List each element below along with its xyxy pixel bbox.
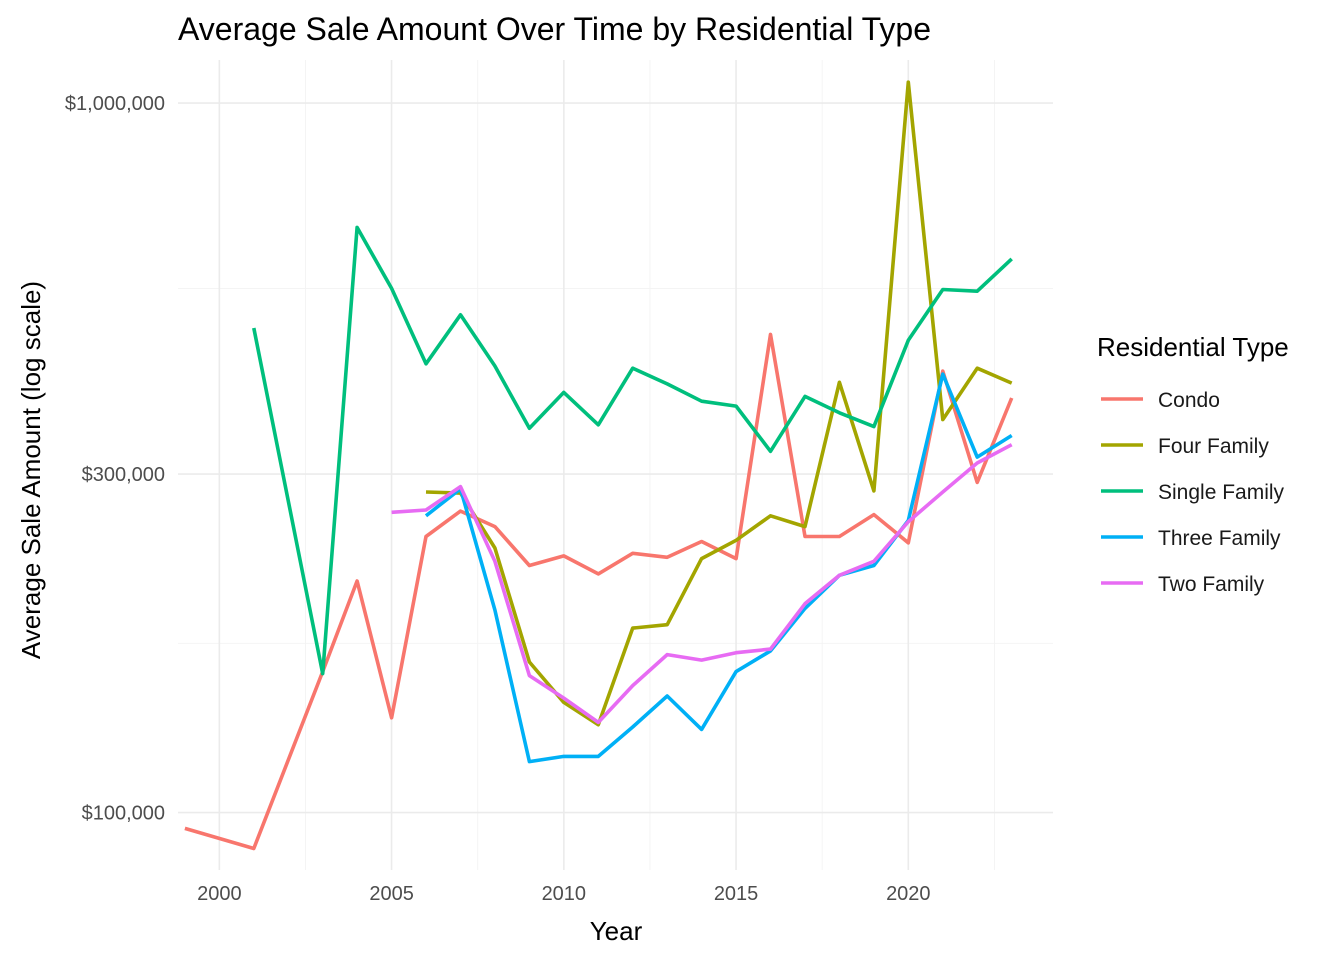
- legend-label-condo: Condo: [1158, 389, 1220, 412]
- chart-title: Average Sale Amount Over Time by Residen…: [178, 11, 931, 47]
- x-tick-label: 2010: [542, 883, 587, 905]
- series-line-four-family: [425, 80, 1013, 727]
- y-tick-label: $1,000,000: [65, 93, 165, 115]
- legend-title: Residential Type: [1097, 332, 1289, 362]
- series-line-single-family: [252, 225, 1013, 676]
- legend-label-four-family: Four Family: [1158, 435, 1269, 458]
- x-axis-ticks: 2000 2005 2010 2015 2020: [197, 883, 930, 905]
- y-tick-label: $300,000: [82, 464, 165, 486]
- x-axis-title: Year: [590, 916, 643, 946]
- legend-label-three-family: Three Family: [1158, 527, 1281, 550]
- x-tick-label: 2000: [197, 883, 242, 905]
- legend-label-two-family: Two Family: [1158, 573, 1265, 596]
- legend-label-single-family: Single Family: [1158, 481, 1285, 504]
- y-axis-title: Average Sale Amount (log scale): [16, 281, 46, 659]
- x-tick-label: 2005: [369, 883, 414, 905]
- x-tick-label: 2015: [714, 883, 759, 905]
- series-line-two-family: [391, 443, 1013, 725]
- series-line-condo: [184, 332, 1014, 851]
- y-axis-ticks: $100,000 $300,000 $1,000,000: [65, 93, 165, 825]
- legend: Residential Type Condo Four Family Single …: [1097, 332, 1289, 596]
- x-tick-label: 2020: [886, 883, 931, 905]
- series-lines: [184, 80, 1014, 851]
- legend-items: Condo Four Family Single Family Three Famil…: [1101, 389, 1285, 596]
- series-line-three-family: [424, 372, 1013, 764]
- y-tick-label: $100,000: [82, 803, 165, 825]
